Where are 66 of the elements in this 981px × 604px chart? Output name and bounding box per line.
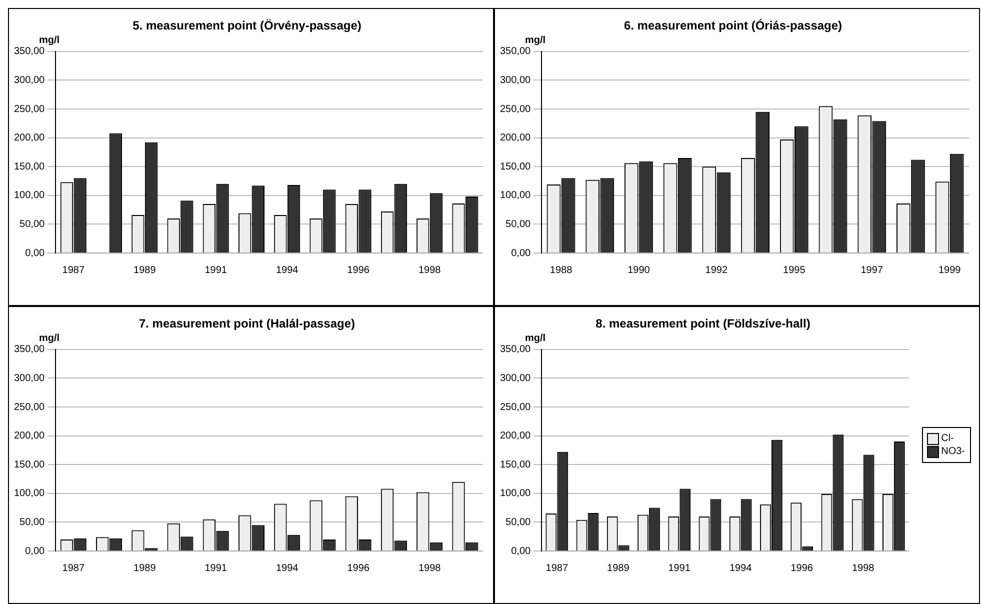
x-tick-label: 1989: [134, 264, 156, 276]
x-tick-label: 1996: [347, 562, 370, 574]
y-tick-label: 100,00: [14, 190, 46, 202]
chart-title: 5. measurement point (Örvény-passage): [132, 18, 362, 33]
x-tick-label: 1994: [276, 562, 299, 574]
x-tick-label: 1996: [347, 264, 370, 276]
x-tick-label: 1994: [276, 264, 299, 276]
x-tick-label: 1991: [668, 562, 691, 574]
x-tick-label: 1999: [938, 264, 962, 276]
legend-label: NO3-: [941, 446, 965, 457]
x-tick-label: 1988: [550, 264, 573, 276]
y-tick-label: 200,00: [500, 430, 532, 442]
y-tick-label: 250,00: [14, 402, 46, 413]
y-tick-label: 100,00: [500, 488, 532, 500]
x-tick-label: 1992: [705, 264, 728, 276]
x-tick-label: 1998: [852, 562, 875, 574]
chart-title: 7. measurement point (Halál-passage): [138, 316, 356, 331]
y-tick-label: 300,00: [500, 372, 532, 384]
y-axis-title: mg/l: [525, 333, 546, 344]
y-tick-label: 350,00: [500, 46, 532, 58]
y-tick-label: 50,00: [20, 218, 46, 230]
x-tick-label: 1995: [783, 264, 806, 276]
y-tick-label: 0,00: [511, 546, 532, 557]
legend-label: Cl-: [941, 433, 954, 444]
y-tick-label: 300,00: [14, 372, 46, 384]
y-tick-label: 350,00: [500, 344, 532, 356]
y-tick-label: 350,00: [14, 344, 46, 356]
y-tick-label: 200,00: [14, 132, 46, 144]
y-tick-label: 50,00: [506, 218, 532, 230]
y-tick-label: 300,00: [14, 74, 46, 86]
x-tick-label: 1989: [607, 562, 630, 574]
x-tick-label: 1997: [860, 264, 884, 276]
chart-title: 6. measurement point (Óriás-passage): [624, 18, 842, 33]
x-tick-label: 1998: [418, 562, 442, 574]
x-tick-label: 1998: [418, 264, 442, 276]
y-tick-label: 50,00: [506, 516, 532, 528]
y-tick-label: 150,00: [14, 161, 46, 172]
y-tick-label: 100,00: [500, 190, 532, 202]
x-tick-label: 1991: [204, 264, 228, 276]
y-tick-label: 300,00: [500, 74, 532, 86]
x-tick-label: 1996: [790, 562, 814, 574]
y-tick-label: 0,00: [511, 248, 532, 259]
y-tick-label: 150,00: [500, 161, 532, 172]
x-tick-label: 1987: [62, 264, 85, 276]
y-tick-label: 150,00: [14, 459, 46, 470]
x-tick-label: 1987: [62, 562, 85, 574]
y-tick-label: 200,00: [14, 430, 46, 442]
y-tick-label: 250,00: [500, 402, 532, 413]
y-tick-label: 250,00: [14, 104, 46, 115]
y-axis-title: mg/l: [39, 35, 60, 46]
chart-title: 8. measurement point (Földszíve-hall): [596, 316, 810, 331]
y-tick-label: 200,00: [500, 132, 532, 144]
x-tick-label: 1991: [204, 562, 228, 574]
y-tick-label: 0,00: [25, 546, 46, 557]
x-tick-label: 1989: [134, 562, 156, 574]
y-tick-label: 250,00: [500, 104, 532, 115]
y-tick-label: 150,00: [500, 459, 532, 470]
y-axis-title: mg/l: [525, 35, 546, 46]
x-tick-label: 1987: [546, 562, 568, 574]
y-tick-label: 350,00: [14, 46, 46, 58]
y-axis-title: mg/l: [39, 333, 60, 344]
y-tick-label: 50,00: [20, 516, 46, 528]
y-tick-label: 0,00: [25, 248, 46, 259]
x-tick-label: 1990: [628, 264, 650, 276]
x-tick-label: 1994: [729, 562, 752, 574]
y-tick-label: 100,00: [14, 488, 46, 500]
